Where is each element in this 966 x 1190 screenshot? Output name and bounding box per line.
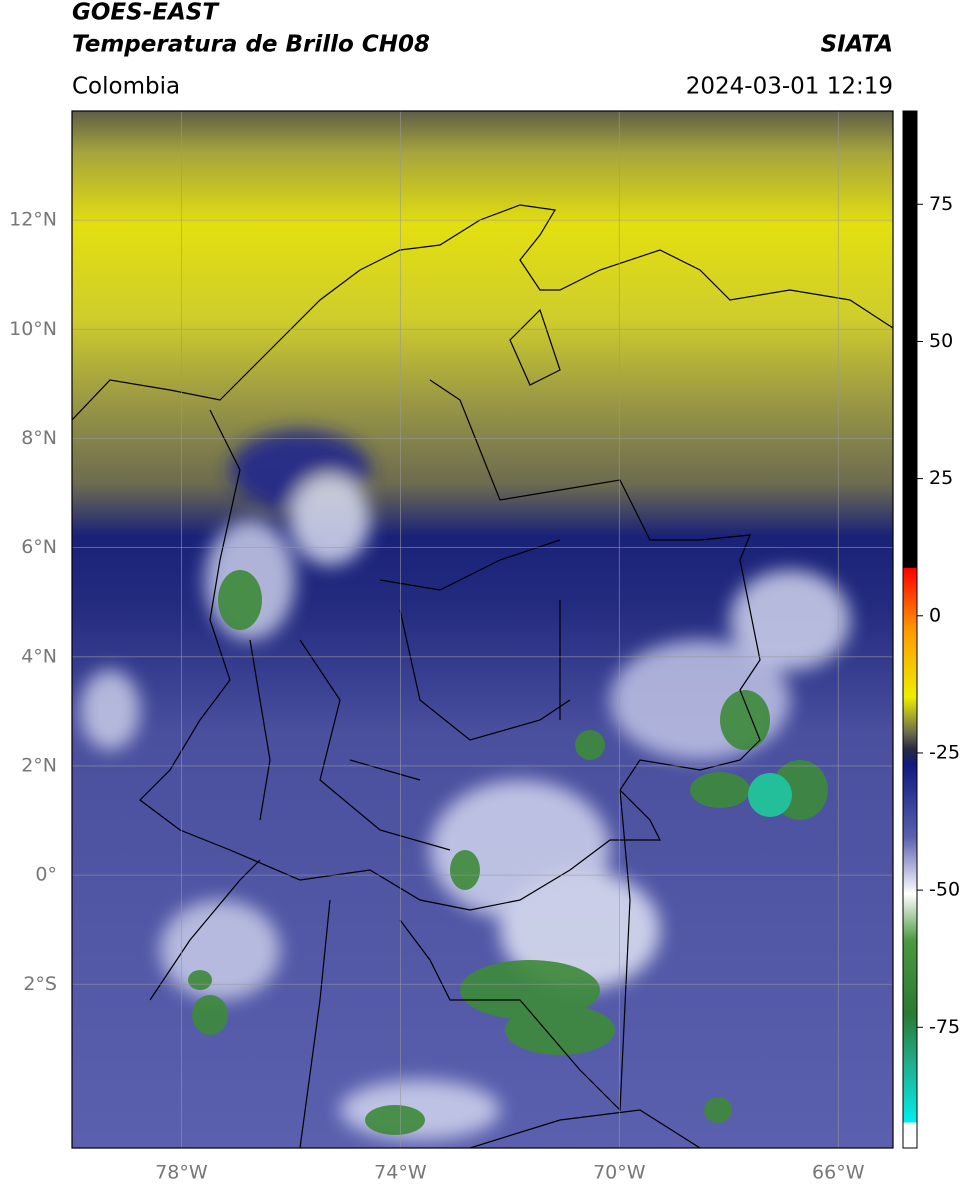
lat-tick-label: 4°N bbox=[21, 645, 57, 667]
lon-tick-label: 74°W bbox=[374, 1162, 427, 1184]
colorbar bbox=[902, 110, 918, 1149]
lon-tick-label: 66°W bbox=[812, 1162, 865, 1184]
colorbar-tick-label: -75 bbox=[929, 1016, 960, 1038]
region: Colombia bbox=[72, 74, 180, 100]
lon-tick-label: 70°W bbox=[593, 1162, 646, 1184]
lat-tick-label: 2°S bbox=[23, 973, 57, 995]
source: SIATA bbox=[821, 32, 893, 58]
lat-tick-label: 0° bbox=[35, 864, 57, 886]
title: Temperatura de Brillo CH08 bbox=[72, 32, 430, 58]
colorbar-tick-label: -50 bbox=[929, 879, 960, 901]
lat-tick-label: 12°N bbox=[9, 209, 57, 231]
colorbar-tick-label: 25 bbox=[929, 467, 953, 489]
datetime: 2024-03-01 12:19 bbox=[686, 74, 893, 100]
map-frame bbox=[71, 110, 894, 1149]
lat-tick-label: 6°N bbox=[21, 536, 57, 558]
satellite-image bbox=[72, 111, 893, 1148]
gridlines bbox=[72, 111, 893, 1148]
colorbar-tick-label: 50 bbox=[929, 330, 953, 352]
colorbar-tick-label: -25 bbox=[929, 741, 960, 763]
title: GOES-EAST bbox=[72, 0, 220, 26]
lon-tick-label: 78°W bbox=[155, 1162, 208, 1184]
lat-tick-label: 8°N bbox=[21, 427, 57, 449]
colorbar-tick-label: 75 bbox=[929, 193, 953, 215]
lat-tick-label: 2°N bbox=[21, 754, 57, 776]
lat-tick-label: 10°N bbox=[9, 318, 57, 340]
colorbar-tick-label: 0 bbox=[929, 604, 941, 626]
